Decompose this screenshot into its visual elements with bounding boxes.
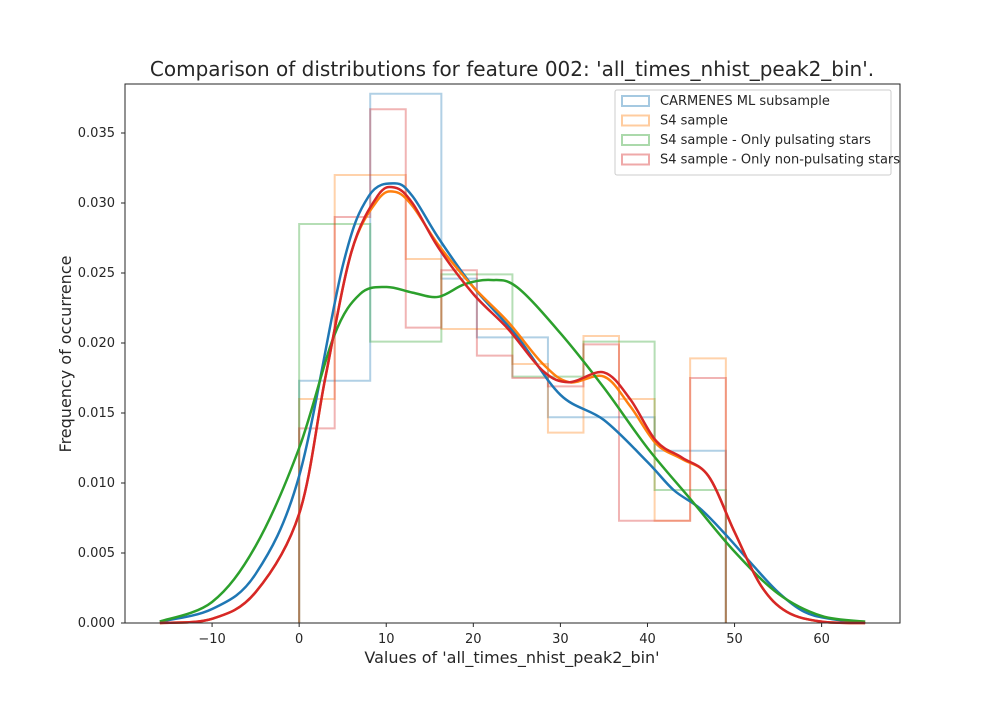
chart-title: Comparison of distributions for feature … (150, 57, 874, 81)
x-tick-label: 30 (552, 632, 569, 647)
x-tick-label: 60 (813, 632, 830, 647)
x-tick-label: 20 (465, 632, 482, 647)
legend-swatch (621, 134, 650, 146)
x-tick-label: −10 (198, 632, 225, 647)
axes-frame (124, 83, 901, 624)
x-tick-label: 50 (726, 632, 743, 647)
histogram-4 (298, 108, 727, 623)
histogram-1 (298, 92, 727, 623)
y-axis-label: Frequency of occurrence (56, 256, 75, 453)
axes: −10 0 10 20 30 40 50 60 0.000 0.005 0.010 0.015 0.02… (78, 126, 830, 647)
y-tick-label: 0.030 (78, 196, 115, 211)
legend-box (614, 89, 892, 176)
plot-area (159, 92, 866, 625)
legend-swatch (621, 95, 650, 107)
legend-swatch (621, 153, 650, 166)
legend-entry-label: S4 sample (660, 114, 728, 129)
legend: CARMENES ML subsample S4 sample S4 sample … (614, 89, 900, 176)
y-tick-label: 0.020 (78, 336, 115, 351)
x-axis-label: Values of 'all_times_nhist_peak2_bin' (364, 648, 659, 668)
legend-entry-label: S4 sample - Only non-pulsating stars (660, 153, 900, 168)
kde-line-3 (159, 278, 866, 623)
y-tick-label: 0.025 (78, 266, 115, 281)
y-tick-label: 0.010 (78, 476, 115, 491)
y-tick-label: 0.015 (78, 406, 115, 421)
x-tick-label: 40 (639, 632, 656, 647)
kde-line-1 (159, 182, 866, 625)
kde-line-4 (159, 185, 866, 625)
y-tick-label: 0.005 (78, 546, 115, 561)
legend-swatch (621, 114, 650, 127)
legend-entry-label: S4 sample - Only pulsating stars (660, 133, 871, 148)
x-tick-label: 10 (378, 632, 395, 647)
y-tick-label: 0.035 (78, 126, 115, 141)
legend-entry-label: CARMENES ML subsample (660, 94, 830, 109)
x-tick-label: 0 (295, 632, 303, 647)
histogram-2 (298, 174, 727, 623)
y-tick-label: 0.000 (78, 616, 115, 631)
